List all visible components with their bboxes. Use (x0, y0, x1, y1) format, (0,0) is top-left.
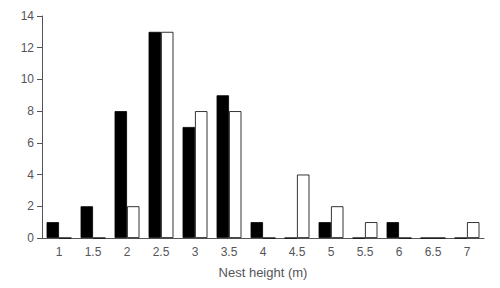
svg-text:6.5: 6.5 (425, 245, 442, 259)
svg-text:5: 5 (328, 245, 335, 259)
svg-text:3: 3 (192, 245, 199, 259)
svg-text:0: 0 (27, 231, 34, 245)
svg-text:2: 2 (27, 199, 34, 213)
svg-text:5.5: 5.5 (357, 245, 374, 259)
svg-text:10: 10 (21, 72, 35, 86)
svg-text:1: 1 (56, 245, 63, 259)
svg-text:2.5: 2.5 (153, 245, 170, 259)
svg-text:14: 14 (21, 9, 35, 23)
svg-text:12: 12 (21, 41, 35, 55)
svg-text:8: 8 (27, 104, 34, 118)
svg-text:2: 2 (124, 245, 131, 259)
svg-text:4: 4 (260, 245, 267, 259)
svg-text:4: 4 (27, 168, 34, 182)
svg-text:7: 7 (464, 245, 471, 259)
svg-text:3.5: 3.5 (221, 245, 238, 259)
svg-text:6: 6 (396, 245, 403, 259)
svg-text:1.5: 1.5 (85, 245, 102, 259)
svg-text:6: 6 (27, 136, 34, 150)
svg-text:Nest height (m): Nest height (m) (219, 265, 308, 280)
svg-text:4.5: 4.5 (289, 245, 306, 259)
